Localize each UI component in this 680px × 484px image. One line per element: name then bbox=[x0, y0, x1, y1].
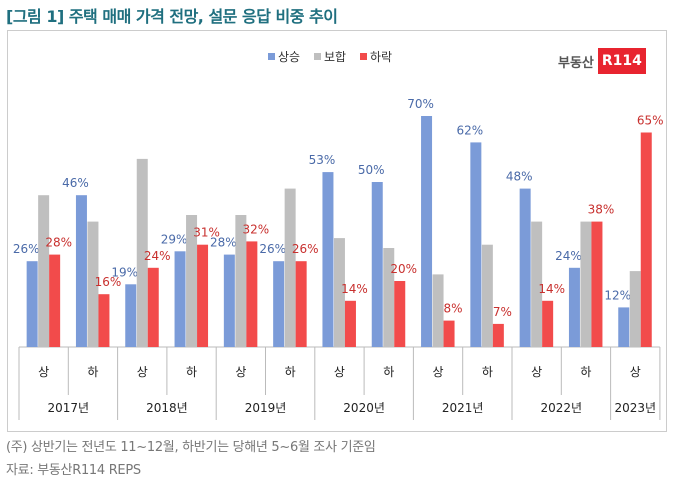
data-label-하락: 38% bbox=[588, 203, 615, 217]
data-label-하락: 8% bbox=[444, 302, 463, 316]
bar-상승 bbox=[75, 195, 87, 347]
data-label-하락: 65% bbox=[637, 114, 664, 128]
category-tick-label: 하 bbox=[285, 365, 296, 379]
legend-label-보합: 보합 bbox=[324, 50, 346, 64]
data-label-상승: 62% bbox=[457, 123, 484, 137]
legend-label-상승: 상승 bbox=[278, 50, 300, 64]
bar-하락 bbox=[591, 221, 603, 347]
category-tick-label: 하 bbox=[87, 365, 98, 379]
bar-보합 bbox=[284, 188, 296, 347]
legend-label-하락: 하락 bbox=[370, 50, 392, 64]
bar-상승 bbox=[223, 254, 235, 347]
bar-보합 bbox=[333, 238, 345, 347]
category-tick-label: 상 bbox=[334, 365, 345, 379]
bar-상승 bbox=[26, 261, 38, 347]
data-label-상승: 28% bbox=[210, 236, 237, 250]
bar-하락 bbox=[147, 267, 159, 347]
bar-하락 bbox=[49, 254, 61, 347]
data-label-하락: 24% bbox=[144, 249, 171, 263]
data-label-상승: 29% bbox=[161, 232, 188, 246]
bar-하락 bbox=[246, 241, 258, 347]
bar-상승 bbox=[125, 284, 137, 347]
data-label-하락: 16% bbox=[95, 275, 122, 289]
legend-swatch-하락 bbox=[360, 53, 367, 60]
bar-하락 bbox=[542, 300, 554, 347]
bar-상승 bbox=[371, 182, 383, 347]
data-label-하락: 14% bbox=[341, 282, 368, 296]
bar-보합 bbox=[481, 244, 493, 347]
category-tick-label: 상 bbox=[630, 365, 641, 379]
bar-보합 bbox=[580, 221, 592, 347]
data-label-상승: 50% bbox=[358, 163, 385, 177]
chart-frame bbox=[7, 30, 667, 432]
year-tick-label: 2019년 bbox=[245, 401, 287, 415]
legend-swatch-보합 bbox=[314, 53, 321, 60]
year-tick-label: 2017년 bbox=[48, 401, 90, 415]
bar-하락 bbox=[492, 323, 504, 347]
bar-상승 bbox=[174, 251, 186, 347]
year-tick-label: 2023년 bbox=[614, 401, 656, 415]
logo-badge: R114 bbox=[597, 48, 646, 74]
bar-상승 bbox=[568, 267, 580, 347]
logo-text: 부동산 bbox=[558, 55, 594, 71]
category-tick-label: 상 bbox=[137, 365, 148, 379]
bar-하락 bbox=[295, 261, 307, 347]
data-label-상승: 48% bbox=[506, 170, 533, 184]
bar-상승 bbox=[470, 142, 482, 347]
data-label-상승: 53% bbox=[309, 153, 336, 167]
figure-title: [그림 1] 주택 매매 가격 전망, 설문 응답 비중 추이 bbox=[6, 7, 338, 26]
data-label-하락: 26% bbox=[292, 242, 319, 256]
data-label-상승: 26% bbox=[13, 242, 40, 256]
category-tick-label: 상 bbox=[531, 365, 542, 379]
category-tick-label: 상 bbox=[235, 365, 246, 379]
bar-보합 bbox=[432, 274, 444, 347]
category-tick-label: 하 bbox=[383, 365, 394, 379]
bar-상승 bbox=[519, 188, 531, 347]
bar-상승 bbox=[421, 116, 433, 347]
bar-보합 bbox=[186, 215, 198, 347]
footnote: (주) 상반기는 전년도 11~12월, 하반기는 당해년 5~6월 조사 기준… bbox=[6, 440, 376, 455]
year-tick-label: 2021년 bbox=[442, 401, 484, 415]
data-label-상승: 24% bbox=[555, 249, 582, 263]
data-label-하락: 31% bbox=[193, 226, 220, 240]
category-tick-label: 하 bbox=[186, 365, 197, 379]
data-label-하락: 28% bbox=[45, 236, 72, 250]
data-label-하락: 14% bbox=[538, 282, 565, 296]
source-note: 자료: 부동산R114 REPS bbox=[6, 463, 141, 478]
category-tick-label: 상 bbox=[433, 365, 444, 379]
bar-보합 bbox=[235, 215, 247, 347]
data-label-상승: 12% bbox=[604, 288, 631, 302]
bar-하락 bbox=[394, 281, 406, 347]
bar-상승 bbox=[322, 172, 334, 347]
data-label-상승: 46% bbox=[62, 176, 89, 190]
bar-보합 bbox=[383, 248, 395, 347]
year-tick-label: 2018년 bbox=[146, 401, 188, 415]
data-label-상승: 19% bbox=[111, 265, 138, 279]
legend-swatch-상승 bbox=[268, 53, 275, 60]
year-tick-label: 2020년 bbox=[343, 401, 385, 415]
data-label-하락: 20% bbox=[390, 262, 417, 276]
category-tick-label: 상 bbox=[38, 365, 49, 379]
data-label-하락: 32% bbox=[243, 222, 270, 236]
bar-보합 bbox=[629, 271, 641, 347]
data-label-상승: 70% bbox=[407, 97, 434, 111]
bar-하락 bbox=[443, 320, 455, 347]
bar-보합 bbox=[38, 195, 50, 347]
data-label-상승: 26% bbox=[259, 242, 286, 256]
data-label-하락: 7% bbox=[493, 305, 512, 319]
bar-보합 bbox=[531, 221, 543, 347]
bar-상승 bbox=[273, 261, 285, 347]
bar-하락 bbox=[640, 132, 652, 347]
bar-하락 bbox=[197, 244, 209, 347]
bar-하락 bbox=[98, 294, 110, 347]
bar-하락 bbox=[344, 300, 356, 347]
year-tick-label: 2022년 bbox=[541, 401, 583, 415]
bar-보합 bbox=[87, 221, 99, 347]
bar-보합 bbox=[136, 158, 148, 347]
category-tick-label: 하 bbox=[482, 365, 493, 379]
logo: 부동산 R114 bbox=[558, 48, 646, 74]
bar-상승 bbox=[618, 307, 630, 347]
category-tick-label: 하 bbox=[580, 365, 591, 379]
